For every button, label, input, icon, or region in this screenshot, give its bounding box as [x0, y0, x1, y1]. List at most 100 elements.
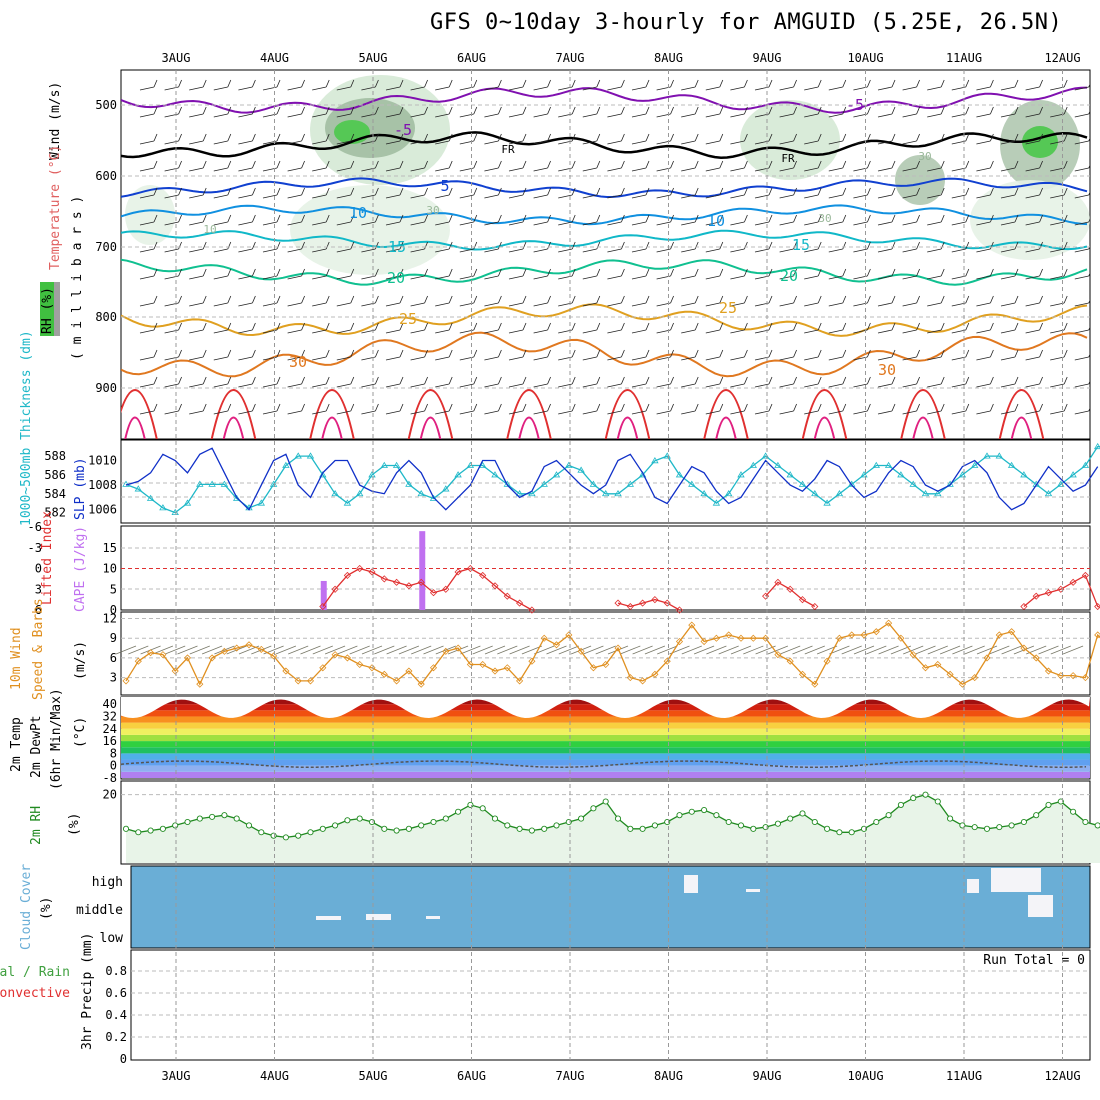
wind-barb	[508, 356, 524, 361]
date-tick-label: 10AUG	[847, 1069, 883, 1083]
wind-barb-flag	[424, 79, 428, 88]
wind-barb	[213, 167, 228, 172]
wind-barb-flag	[940, 349, 945, 358]
wind-barb-flag	[744, 241, 748, 250]
wind-barb	[484, 302, 499, 307]
wind-barb-flag	[522, 241, 527, 250]
wind-barb-flag	[227, 160, 232, 169]
cape-plot: -6 -3 0 3 6 15 10 5 0	[28, 520, 1100, 617]
wind-barb-flag	[719, 79, 724, 88]
wind-barb	[1025, 356, 1040, 361]
wind-barb	[902, 356, 917, 361]
wind-barb	[312, 383, 327, 388]
wind-barb-flag	[645, 214, 650, 223]
wind10m-barb	[620, 645, 641, 655]
wind-barb-flag	[227, 106, 232, 115]
wind-barb	[828, 113, 843, 118]
wind-barb	[582, 383, 597, 388]
wind-barb-flag	[448, 133, 453, 142]
wind10m-barb	[730, 645, 752, 655]
wind-barb-flag	[424, 133, 428, 142]
wind-barb	[804, 221, 819, 226]
wind-barb-flag	[1088, 218, 1090, 223]
wind-barb-flag	[596, 322, 601, 331]
wind-barb-flag	[965, 214, 970, 223]
wind-barb	[287, 302, 302, 307]
wind10m-barb	[128, 645, 149, 655]
wind-barb	[189, 167, 204, 172]
wind-barb-flag	[670, 349, 674, 358]
wind10m-tick: 12	[103, 612, 117, 626]
wind-barb-flag	[473, 349, 478, 358]
wind-barb-flag	[1039, 214, 1043, 223]
date-tick-label: 3AUG	[162, 51, 191, 65]
wind-barb-flag	[276, 187, 281, 196]
temp2m-tick: 16	[103, 734, 117, 748]
wind-barb-flag	[178, 79, 182, 88]
lifted-index-point	[639, 599, 647, 607]
wind-barb	[631, 248, 647, 253]
wind-barb-flag	[252, 322, 256, 331]
thickness-tick: 588	[44, 449, 66, 463]
thickness-point	[921, 489, 930, 497]
wind-barb-flag	[694, 268, 699, 277]
wind-barb	[951, 302, 966, 307]
wind-barb-flag	[178, 268, 182, 277]
wind10m-point	[134, 657, 142, 665]
wind-barb-flag	[621, 349, 625, 358]
wind-barb	[484, 329, 499, 334]
wind-barb-flag	[399, 241, 404, 250]
wind-barb-flag	[1014, 322, 1019, 331]
wind10m-barb	[177, 645, 198, 655]
wind-barb-flag	[596, 403, 601, 412]
rh2m-point	[122, 825, 130, 832]
wind-barb-flag	[325, 133, 330, 142]
wind-barb-flag	[153, 187, 158, 196]
wind-barb	[705, 248, 720, 253]
wind-barb	[705, 86, 720, 91]
wind-barb-flag	[375, 106, 379, 115]
wind-barb	[582, 86, 597, 91]
surface-arch	[222, 416, 245, 439]
wind-barb	[287, 329, 302, 334]
wind-barb	[533, 221, 548, 226]
contour-label: 20	[387, 269, 405, 287]
wind-barb-flag	[522, 403, 527, 412]
wind-barb-flag	[276, 79, 281, 88]
wind-barb-flag	[867, 376, 871, 385]
wind10m-point	[208, 654, 216, 662]
wind-barb	[533, 167, 548, 172]
wind-barb-flag	[793, 160, 797, 169]
wind-barb-flag	[498, 187, 502, 196]
wind-barb	[1025, 275, 1040, 280]
rh2m-point	[701, 806, 708, 814]
wind-barb-flag	[1039, 241, 1043, 250]
wind10m-point	[602, 660, 610, 669]
wind-barb-flag	[1039, 79, 1043, 88]
wind-barb	[607, 248, 622, 253]
thickness-point	[614, 489, 622, 497]
lifted-index-point	[1081, 571, 1089, 579]
wind-barb-flag	[571, 241, 576, 250]
thickness-axis-label: 1000~500mb Thickness (dm)	[19, 330, 34, 526]
wind-barb-flag	[645, 241, 650, 250]
wind-barb	[877, 221, 893, 226]
wind-barb	[927, 140, 942, 145]
wind10m-point	[651, 670, 659, 678]
wind-barb-flag	[817, 106, 822, 115]
wind-barb	[410, 383, 425, 388]
cloud-block	[316, 916, 341, 920]
wind-barb-flag	[350, 187, 355, 196]
wind-barb-flag	[547, 268, 551, 277]
wind-barb-flag	[1063, 322, 1068, 331]
wind-barb-flag	[375, 349, 379, 358]
wind-barb	[262, 410, 278, 415]
wind-barb-flag	[178, 322, 182, 331]
wind-barb-flag	[621, 214, 625, 223]
wind-barb	[705, 275, 720, 280]
wind-barb-flag	[301, 403, 305, 412]
wind-barb	[189, 221, 204, 226]
lifted-index-point	[356, 564, 364, 573]
rh2m-point	[750, 825, 757, 832]
wind-barb-flag	[842, 322, 847, 331]
